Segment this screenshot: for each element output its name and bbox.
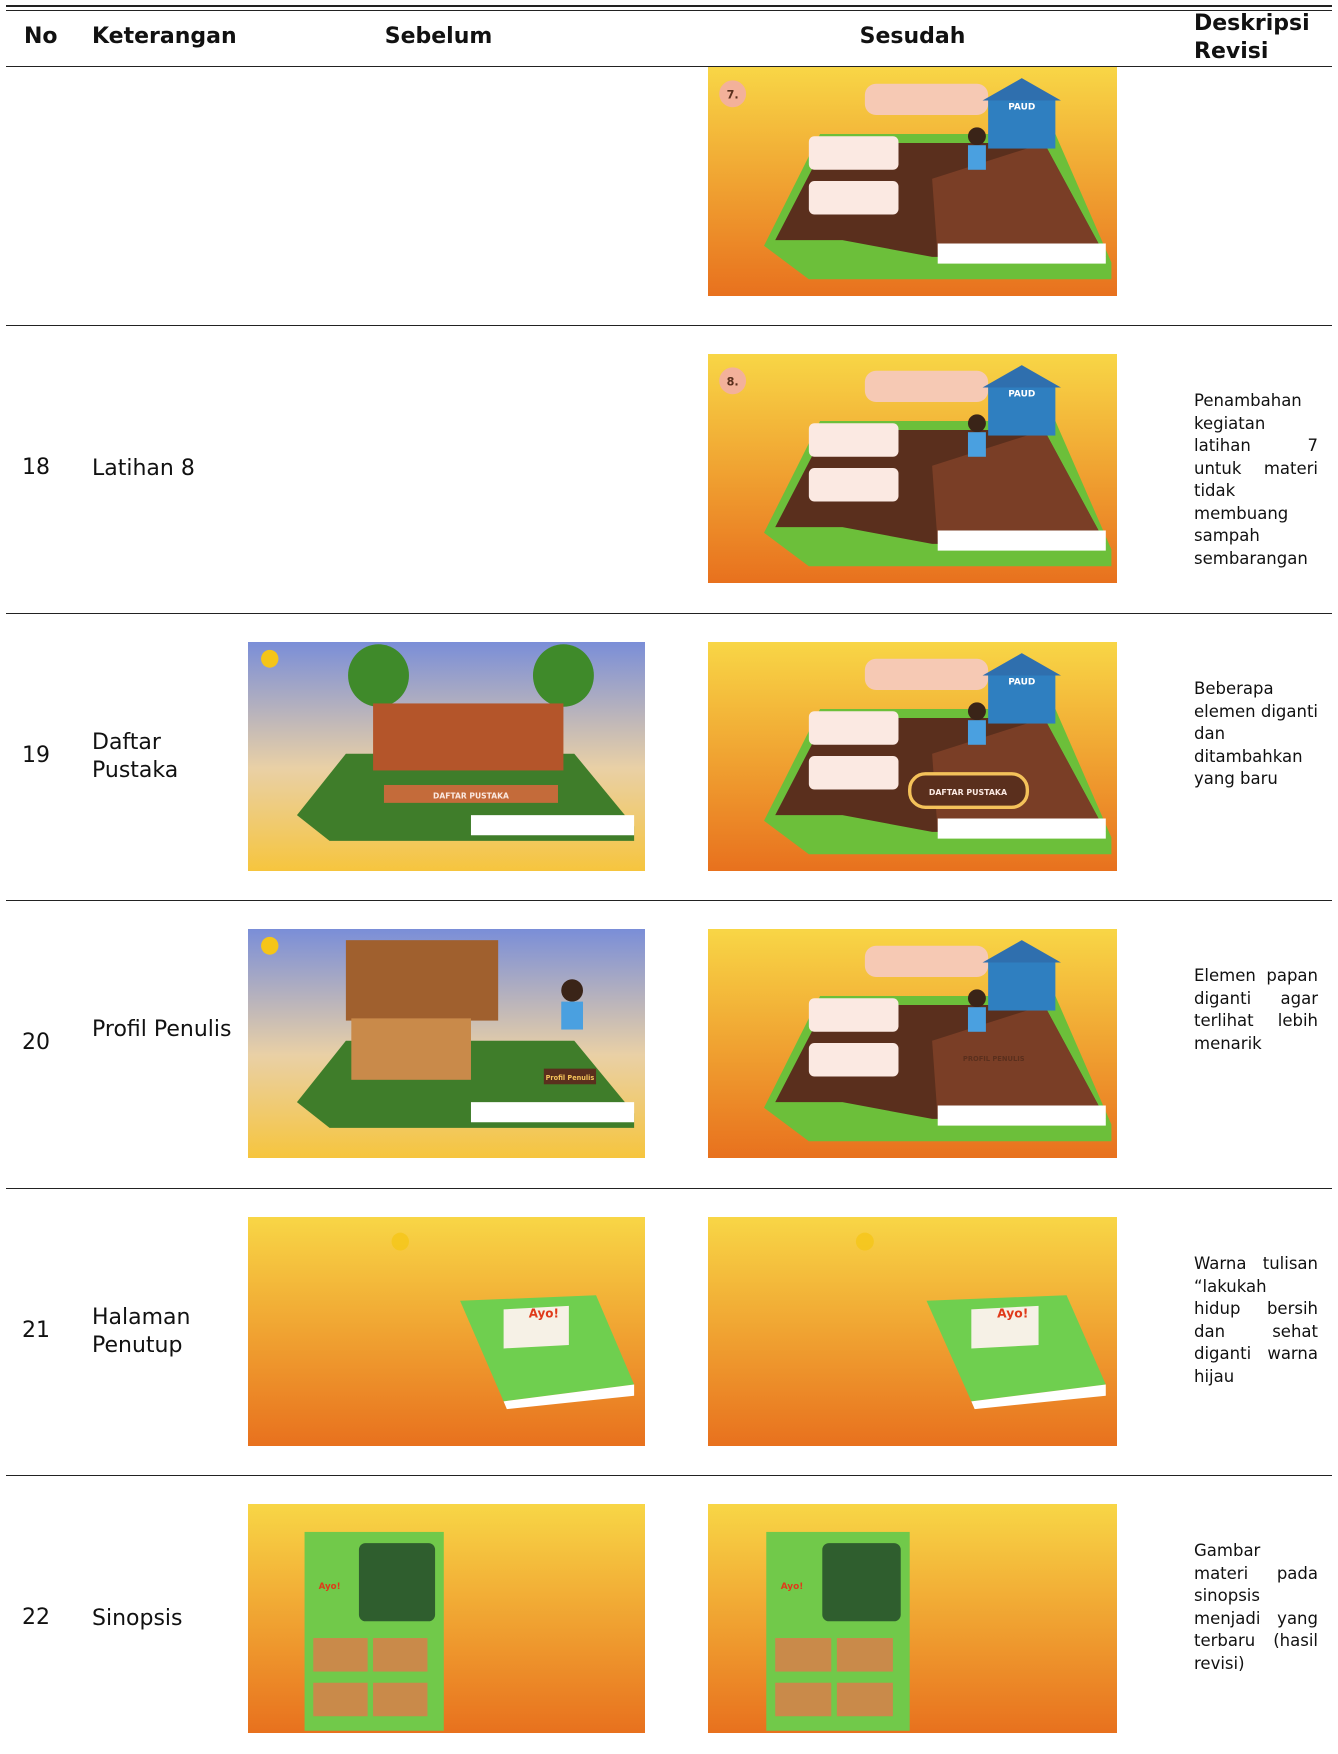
header-sesudah: Sesudah (859, 24, 966, 49)
row-rule (6, 900, 1332, 901)
thumbnail-label: Ayo! (319, 1582, 341, 1592)
row-no: 20 (22, 1030, 50, 1055)
screenshot-thumbnail: Ayo! (248, 1504, 645, 1733)
screenshot-thumbnail: 7. PAUD (708, 67, 1117, 296)
row-keterangan: Profil Penulis (92, 1017, 232, 1042)
screenshot-thumbnail: DAFTAR PUSTAKA (248, 642, 645, 871)
row-no: 22 (22, 1605, 50, 1630)
thumbnail-label: Ayo! (529, 1306, 559, 1320)
rule (6, 66, 1332, 67)
row-keterangan: Latihan 8 (92, 456, 195, 481)
row-keterangan: Daftar Pustaka (92, 730, 179, 783)
rule (6, 10, 1332, 11)
thumbnail-label: PAUD (1008, 677, 1035, 687)
screenshot-thumbnail: Ayo! (708, 1504, 1117, 1733)
row-deskripsi: Beberapa elemen diganti dan ditambahkan … (1194, 679, 1318, 788)
thumbnail-label: DAFTAR PUSTAKA (433, 791, 509, 800)
row-rule (6, 1188, 1332, 1189)
screenshot-thumbnail: 8. PAUD (708, 354, 1117, 583)
thumbnail-label: PAUD (1008, 102, 1035, 112)
header-keterangan: Keterangan (92, 24, 237, 49)
screenshot-thumbnail: Ayo! (708, 1217, 1117, 1446)
header-no: No (24, 24, 58, 49)
thumbnail-label: Ayo! (781, 1582, 804, 1592)
row-no: 21 (22, 1318, 50, 1343)
row-rule (6, 613, 1332, 614)
row-deskripsi: Penambahan kegiatan latihan 7 untuk mate… (1194, 391, 1318, 568)
row-keterangan: Halaman Penutup (92, 1305, 191, 1358)
thumbnail-label: 8. (727, 375, 739, 388)
row-no: 18 (22, 455, 50, 480)
screenshot-thumbnail: PROFIL PENULIS (708, 929, 1117, 1158)
row-deskripsi: Elemen papan diganti agar terlihat lebih… (1194, 966, 1318, 1053)
thumbnail-label: PROFIL PENULIS (963, 1055, 1025, 1063)
header-deskripsi: Deskripsi Revisi (1194, 11, 1310, 64)
screenshot-thumbnail: Profil Penulis (248, 929, 645, 1158)
thumbnail-label: 7. (727, 88, 739, 101)
row-no: 19 (22, 743, 50, 768)
rule (6, 5, 1332, 7)
thumbnail-label: Profil Penulis (546, 1074, 595, 1082)
row-deskripsi: Warna tulisan “lakukah hidup bersih dan … (1194, 1254, 1318, 1386)
thumbnail-label: PAUD (1008, 389, 1035, 399)
screenshot-thumbnail: PAUD DAFTAR PUSTAKA (708, 642, 1117, 871)
thumbnail-label: Ayo! (997, 1307, 1028, 1321)
row-rule (6, 1475, 1332, 1476)
screenshot-thumbnail: Ayo! (248, 1217, 645, 1446)
row-rule (6, 325, 1332, 326)
row-keterangan: Sinopsis (92, 1606, 183, 1631)
row-deskripsi: Gambar materi pada sinopsis menjadi yang… (1194, 1541, 1318, 1673)
header-sebelum: Sebelum (384, 24, 493, 49)
thumbnail-label: DAFTAR PUSTAKA (929, 788, 1008, 797)
